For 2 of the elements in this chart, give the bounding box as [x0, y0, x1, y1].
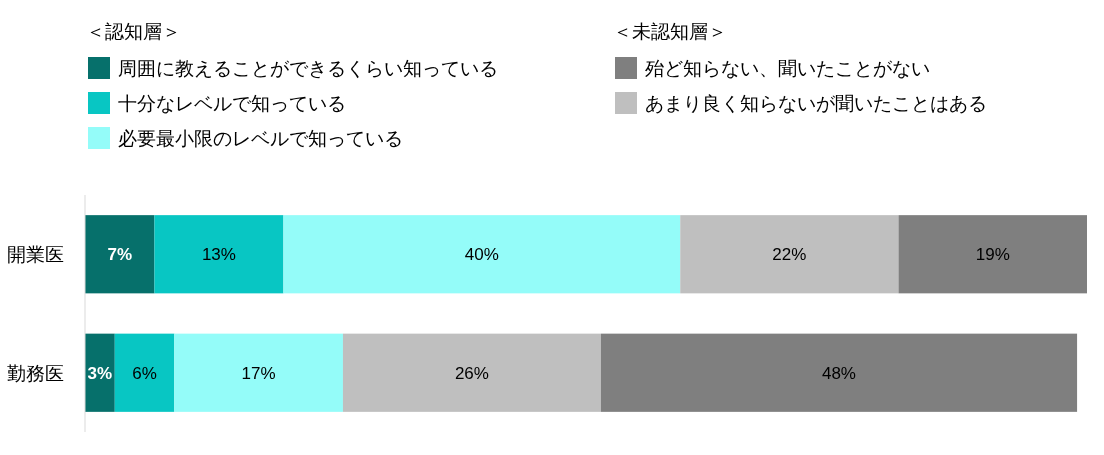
annotation: ＜認知層＞: [86, 21, 181, 42]
annotation: ＜未認知層＞: [613, 21, 727, 42]
